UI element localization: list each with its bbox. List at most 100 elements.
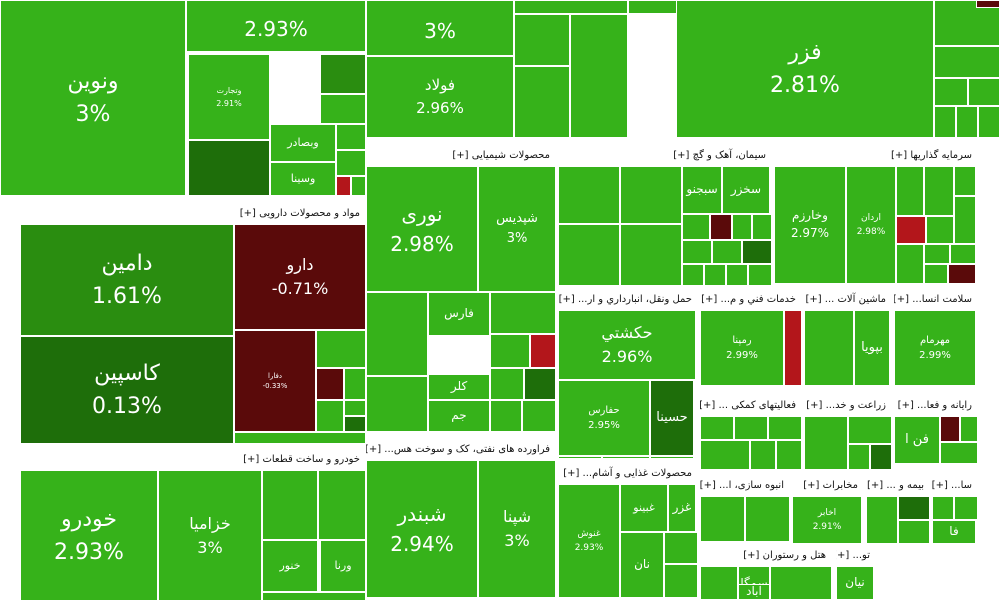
sector-header[interactable]: مخابرات [+] bbox=[792, 476, 864, 496]
stock-tile[interactable] bbox=[954, 196, 976, 244]
stock-tile[interactable]: غنوش 2.93% bbox=[558, 484, 620, 598]
stock-tile[interactable]: شپدیس 3% bbox=[478, 166, 556, 292]
stock-tile[interactable] bbox=[870, 444, 892, 470]
stock-tile[interactable] bbox=[558, 456, 602, 458]
stock-tile[interactable] bbox=[896, 244, 924, 284]
stock-tile[interactable] bbox=[934, 106, 956, 138]
stock-tile[interactable] bbox=[366, 432, 556, 434]
stock-tile[interactable] bbox=[336, 124, 366, 150]
stock-tile[interactable] bbox=[968, 78, 1000, 106]
sector-header[interactable]: تو... [+] bbox=[836, 546, 876, 566]
stock-tile[interactable]: دارو -0.71% bbox=[234, 224, 366, 330]
stock-tile[interactable] bbox=[956, 106, 978, 138]
stock-tile[interactable] bbox=[344, 416, 366, 432]
sector-header[interactable]: خودرو و ساخت قطعات [+] bbox=[20, 450, 366, 470]
stock-tile[interactable] bbox=[750, 440, 776, 470]
stock-tile[interactable] bbox=[188, 140, 270, 196]
stock-tile[interactable] bbox=[490, 292, 556, 334]
stock-tile[interactable] bbox=[336, 176, 351, 196]
sector-header[interactable]: خدمات فني و م... [+] bbox=[700, 290, 802, 310]
stock-tile[interactable] bbox=[514, 66, 570, 138]
stock-tile[interactable] bbox=[742, 240, 772, 264]
stock-tile[interactable] bbox=[726, 264, 748, 286]
stock-tile[interactable]: کاسپین 0.13% bbox=[20, 336, 234, 444]
stock-tile[interactable]: کلر bbox=[428, 374, 490, 400]
stock-tile[interactable] bbox=[318, 470, 366, 540]
stock-tile[interactable] bbox=[866, 496, 898, 544]
stock-tile[interactable] bbox=[262, 592, 366, 600]
stock-tile[interactable] bbox=[804, 310, 854, 386]
sector-header[interactable]: انبوه سازی، ا... [+] bbox=[700, 476, 790, 496]
stock-tile[interactable] bbox=[522, 400, 556, 432]
stock-tile[interactable]: 3% bbox=[366, 0, 514, 56]
sector-header[interactable]: محصولات غذایی و آشام... [+] bbox=[558, 464, 698, 484]
stock-tile[interactable]: خودرو 2.93% bbox=[20, 470, 158, 600]
sector-header[interactable]: زراعت و خد... [+] bbox=[804, 396, 892, 416]
stock-tile[interactable] bbox=[848, 444, 870, 470]
stock-tile[interactable] bbox=[804, 416, 848, 470]
stock-tile[interactable] bbox=[896, 216, 926, 244]
stock-tile[interactable]: نوری 2.98% bbox=[366, 166, 478, 292]
stock-tile[interactable]: شپنا 3% bbox=[478, 460, 556, 598]
stock-tile[interactable]: خزامیا 3% bbox=[158, 470, 262, 600]
stock-tile[interactable]: وتجارت 2.91% bbox=[188, 54, 270, 140]
stock-tile[interactable] bbox=[316, 400, 344, 432]
stock-tile[interactable]: ورنا bbox=[320, 540, 366, 592]
stock-tile[interactable] bbox=[896, 166, 924, 216]
stock-tile[interactable] bbox=[320, 54, 366, 94]
stock-tile[interactable] bbox=[558, 166, 620, 224]
stock-tile[interactable]: دامین 1.61% bbox=[20, 224, 234, 336]
sector-header[interactable]: سیمان، آهک و گچ [+] bbox=[558, 146, 772, 166]
stock-tile[interactable] bbox=[898, 496, 930, 520]
stock-tile[interactable]: فن ا bbox=[894, 416, 940, 464]
stock-tile[interactable] bbox=[336, 150, 366, 176]
stock-tile[interactable] bbox=[704, 264, 726, 286]
sector-header[interactable]: بیمه و ... [+] bbox=[866, 476, 930, 496]
stock-tile[interactable] bbox=[664, 532, 698, 564]
stock-tile[interactable] bbox=[948, 264, 976, 284]
stock-tile[interactable] bbox=[710, 214, 732, 240]
stock-tile[interactable] bbox=[700, 416, 734, 440]
stock-tile[interactable] bbox=[924, 166, 954, 216]
stock-tile[interactable]: شبندر 2.94% bbox=[366, 460, 478, 598]
stock-tile[interactable]: نیان bbox=[836, 566, 874, 600]
stock-tile[interactable] bbox=[932, 496, 954, 520]
stock-tile[interactable] bbox=[734, 416, 768, 440]
stock-tile[interactable]: وبصادر bbox=[270, 124, 336, 162]
stock-tile[interactable]: فولاد 2.96% bbox=[366, 56, 514, 138]
stock-tile[interactable] bbox=[748, 264, 772, 286]
stock-tile[interactable] bbox=[366, 376, 428, 432]
stock-tile[interactable] bbox=[490, 400, 522, 432]
sector-header[interactable]: محصولات شیمیایی [+] bbox=[366, 146, 556, 166]
stock-tile[interactable] bbox=[366, 292, 428, 376]
stock-tile[interactable] bbox=[954, 166, 976, 196]
stock-tile[interactable] bbox=[768, 416, 802, 440]
stock-tile[interactable] bbox=[862, 496, 864, 544]
stock-tile[interactable] bbox=[924, 244, 950, 264]
stock-tile[interactable]: جم bbox=[428, 400, 490, 432]
stock-tile[interactable] bbox=[490, 334, 530, 368]
stock-tile[interactable]: آباد bbox=[738, 584, 770, 600]
stock-tile[interactable]: نان bbox=[620, 532, 664, 598]
stock-tile[interactable]: سخزر bbox=[722, 166, 770, 214]
stock-tile[interactable]: بپویا bbox=[854, 310, 890, 386]
stock-tile[interactable] bbox=[934, 46, 1000, 78]
stock-tile[interactable] bbox=[316, 330, 366, 368]
stock-tile[interactable] bbox=[620, 224, 682, 286]
sector-header[interactable]: فعالیتهای کمکی ... [+] bbox=[700, 396, 802, 416]
stock-tile[interactable]: سبجنو bbox=[682, 166, 722, 214]
stock-tile[interactable] bbox=[898, 520, 930, 544]
stock-tile[interactable] bbox=[954, 496, 978, 520]
stock-tile[interactable] bbox=[602, 456, 650, 458]
stock-tile[interactable]: حفارس 2.95% bbox=[558, 380, 650, 456]
stock-tile[interactable] bbox=[344, 400, 366, 416]
stock-tile[interactable] bbox=[514, 0, 628, 14]
stock-tile[interactable]: فا bbox=[932, 520, 976, 544]
stock-tile[interactable] bbox=[700, 566, 738, 600]
sector-header[interactable]: حمل ونقل، انبارداري و ار... [+] bbox=[558, 290, 698, 310]
stock-tile[interactable] bbox=[924, 264, 948, 284]
stock-tile[interactable]: فارس bbox=[428, 292, 490, 336]
stock-tile[interactable] bbox=[351, 176, 366, 196]
stock-tile[interactable] bbox=[745, 496, 790, 542]
stock-tile[interactable] bbox=[628, 0, 676, 14]
